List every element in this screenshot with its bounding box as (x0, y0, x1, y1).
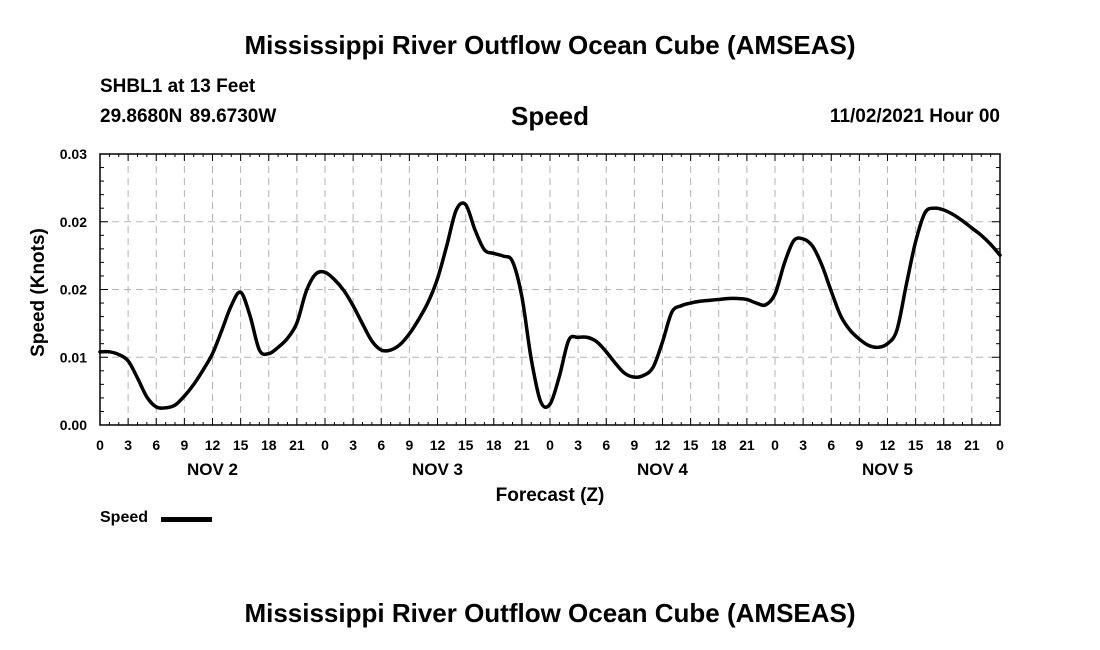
x-tick-label: 3 (124, 437, 132, 453)
x-day-label: NOV 4 (637, 460, 689, 479)
x-tick-label: 18 (486, 437, 502, 453)
x-tick-label: 3 (574, 437, 582, 453)
y-tick-label: 0.00 (60, 417, 87, 433)
x-tick-label: 21 (739, 437, 755, 453)
x-tick-label: 0 (321, 437, 329, 453)
series-line-speed (98, 201, 1002, 410)
station-label: SHBL1 at 13 Feet (100, 76, 256, 97)
variable-title: Speed (510, 101, 590, 131)
x-tick-label: 0 (996, 437, 1004, 453)
axis-labels: 0 3 6 9 12 15 18 21 0 3 6 9 12 15 18 21 0 3 6 9 12 15 18 21 0 3 6 9… (28, 146, 1004, 506)
y-tick-label: 0.02 (60, 282, 87, 298)
legend-swatch (161, 517, 212, 522)
axis-ticks (99, 153, 1001, 426)
x-axis-title: Forecast (Z) (496, 485, 605, 506)
x-tick-label: 9 (630, 437, 638, 453)
x-day-label: NOV 3 (412, 460, 463, 479)
station-coordinates: 29.8680N 89.6730W (100, 106, 277, 127)
x-tick-label: 3 (349, 437, 357, 453)
x-tick-label: 12 (655, 437, 671, 453)
x-tick-label: 9 (405, 437, 413, 453)
x-tick-label: 21 (289, 437, 305, 453)
x-day-label: NOV 2 (187, 460, 238, 479)
x-tick-label: 12 (880, 437, 896, 453)
x-tick-label: 15 (683, 437, 699, 453)
x-tick-label: 21 (964, 437, 980, 453)
x-tick-label: 6 (377, 437, 385, 453)
x-tick-label: 15 (908, 437, 924, 453)
x-tick-label: 3 (799, 437, 807, 453)
x-tick-label: 15 (233, 437, 249, 453)
x-tick-label: 21 (514, 437, 530, 453)
x-tick-label: 6 (152, 437, 160, 453)
y-tick-label: 0.01 (60, 349, 87, 365)
x-tick-label: 12 (205, 437, 221, 453)
legend-label: Speed (100, 509, 149, 526)
y-tick-label: 0.03 (60, 146, 87, 162)
footer-title: Mississippi River Outflow Ocean Cube (AM… (244, 598, 856, 628)
y-tick-label: 0.02 (60, 214, 87, 230)
x-tick-label: 6 (827, 437, 835, 453)
x-tick-label: 0 (96, 437, 104, 453)
chart-grid (100, 154, 1000, 425)
x-tick-label: 9 (855, 437, 863, 453)
x-tick-label: 6 (602, 437, 610, 453)
x-tick-label: 0 (546, 437, 554, 453)
y-axis-title: Speed (Knots) (28, 228, 49, 357)
chart-title: Mississippi River Outflow Ocean Cube (AM… (244, 30, 856, 60)
x-tick-label: 18 (261, 437, 277, 453)
forecast-run-time: 11/02/2021 Hour 00 (829, 106, 1000, 127)
x-tick-label: 18 (711, 437, 727, 453)
x-tick-label: 18 (936, 437, 952, 453)
x-tick-label: 9 (180, 437, 188, 453)
x-tick-label: 12 (430, 437, 446, 453)
x-tick-label: 0 (771, 437, 779, 453)
x-tick-label: 15 (458, 437, 474, 453)
x-day-label: NOV 5 (862, 460, 913, 479)
